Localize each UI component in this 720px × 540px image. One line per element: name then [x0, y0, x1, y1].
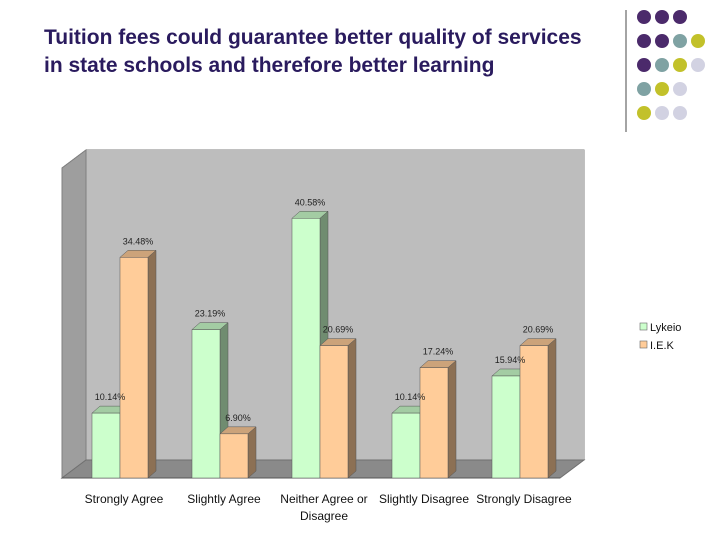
data-label: 20.69%	[323, 325, 354, 335]
data-label: 23.19%	[195, 309, 226, 319]
bar-iek-side	[447, 360, 457, 479]
bar-iek	[219, 433, 249, 479]
bar-iek-side	[147, 249, 157, 479]
bar-lykeio	[391, 412, 421, 479]
bar-iek	[419, 367, 449, 479]
deco-dot	[655, 58, 669, 72]
deco-dot	[673, 106, 687, 120]
bar-lykeio	[291, 218, 321, 479]
data-label: 6.90%	[225, 413, 251, 423]
legend-swatch-iek	[639, 340, 648, 349]
deco-dot	[673, 34, 687, 48]
bar-iek-side	[547, 338, 557, 479]
deco-dot	[637, 58, 651, 72]
x-tick-label: Slightly Agree	[187, 492, 261, 506]
x-tick-label: Neither Agree or	[280, 492, 367, 506]
legend-swatch-lykeio	[639, 322, 648, 331]
x-tick-label: Strongly Disagree	[476, 492, 572, 506]
legend-label-lykeio: Lykeio	[650, 322, 681, 334]
data-label: 20.69%	[523, 325, 554, 335]
deco-dot	[655, 106, 669, 120]
bar-lykeio	[191, 329, 221, 479]
bar-iek	[519, 345, 549, 479]
slide-title: Tuition fees could guarantee better qual…	[44, 26, 582, 77]
deco-dot	[637, 106, 651, 120]
data-label: 17.24%	[423, 347, 454, 357]
bar-lykeio	[491, 375, 521, 479]
deco-dot	[673, 10, 687, 24]
bar-iek	[319, 345, 349, 479]
deco-dot	[655, 82, 669, 96]
deco-dot	[637, 34, 651, 48]
x-tick-label: Strongly Agree	[85, 492, 164, 506]
data-label: 10.14%	[395, 392, 426, 402]
deco-dot	[655, 34, 669, 48]
deco-dot	[637, 82, 651, 96]
x-tick-label: Disagree	[300, 509, 348, 523]
deco-dot	[673, 58, 687, 72]
data-label: 34.48%	[123, 236, 154, 246]
legend-label-iek: I.E.K	[650, 340, 675, 352]
deco-dot	[691, 34, 705, 48]
deco-dot	[655, 10, 669, 24]
data-label: 15.94%	[495, 355, 526, 365]
x-tick-label: Slightly Disagree	[379, 492, 469, 506]
bar-iek-side	[247, 426, 257, 479]
bar-lykeio	[91, 412, 121, 479]
chart-side-wall	[61, 149, 87, 479]
data-label: 10.14%	[95, 392, 126, 402]
legend: Lykeio I.E.K	[634, 318, 692, 358]
data-label: 40.58%	[295, 197, 326, 207]
bar-iek	[119, 257, 149, 479]
deco-dot	[637, 10, 651, 24]
bar-iek-side	[347, 338, 357, 479]
deco-dot	[691, 58, 705, 72]
deco-dot	[673, 82, 687, 96]
